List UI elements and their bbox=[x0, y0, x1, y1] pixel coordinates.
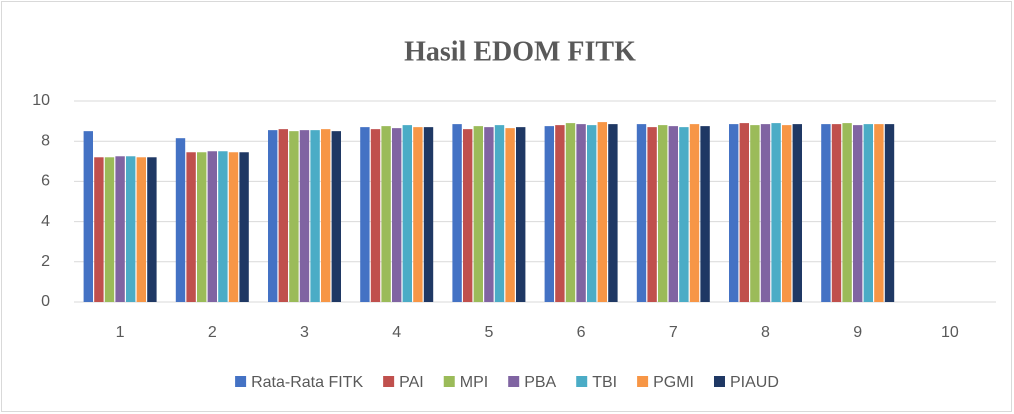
bar bbox=[647, 127, 657, 302]
bar bbox=[147, 157, 157, 302]
bar bbox=[771, 123, 781, 302]
bar bbox=[750, 125, 760, 303]
bar bbox=[239, 152, 249, 302]
legend-label: PAI bbox=[399, 374, 424, 391]
bar bbox=[289, 131, 299, 302]
x-tick-label: 8 bbox=[761, 324, 770, 341]
bar bbox=[104, 157, 115, 302]
bar bbox=[463, 129, 473, 302]
y-tick-label: 2 bbox=[41, 253, 50, 270]
bar bbox=[576, 124, 586, 303]
legend-label: Rata-Rata FITK bbox=[251, 374, 363, 391]
bar bbox=[321, 129, 331, 302]
legend-label: PGMI bbox=[653, 374, 694, 391]
bar bbox=[608, 124, 618, 303]
bar bbox=[268, 130, 278, 302]
bar bbox=[126, 156, 136, 302]
bar bbox=[402, 125, 412, 303]
bar bbox=[597, 122, 607, 302]
bar bbox=[278, 129, 288, 302]
legend-swatch bbox=[576, 376, 588, 387]
bar bbox=[310, 130, 320, 302]
x-tick-label: 7 bbox=[669, 324, 678, 341]
bar bbox=[115, 156, 125, 302]
bar bbox=[668, 126, 678, 302]
legend-swatch bbox=[637, 376, 649, 387]
legend-label: TBI bbox=[592, 374, 617, 391]
bar bbox=[473, 126, 483, 302]
bar bbox=[331, 131, 341, 302]
y-tick-label: 8 bbox=[41, 132, 50, 149]
bar bbox=[782, 125, 792, 303]
bar bbox=[207, 151, 217, 302]
bar bbox=[423, 127, 434, 302]
bar bbox=[739, 123, 749, 302]
bar bbox=[175, 138, 186, 302]
bar bbox=[555, 125, 565, 303]
x-tick-label: 6 bbox=[577, 324, 586, 341]
legend-label: PBA bbox=[524, 374, 556, 391]
bar bbox=[679, 127, 689, 302]
bar bbox=[874, 124, 884, 303]
legend-swatch bbox=[443, 376, 455, 387]
legend-swatch bbox=[508, 376, 520, 387]
bar bbox=[505, 128, 515, 302]
x-tick-label: 1 bbox=[116, 324, 125, 341]
bar bbox=[853, 125, 863, 303]
legend-swatch bbox=[383, 376, 395, 387]
bar bbox=[413, 127, 423, 302]
legend-label: PIAUD bbox=[730, 374, 779, 391]
bar bbox=[83, 131, 93, 302]
bar bbox=[392, 128, 402, 302]
bar bbox=[792, 124, 802, 303]
bar bbox=[370, 129, 381, 302]
y-tick-label: 10 bbox=[32, 92, 50, 109]
bar bbox=[516, 127, 526, 302]
bar bbox=[494, 125, 505, 303]
bar bbox=[831, 124, 842, 303]
chart-title: Hasil EDOM FITK bbox=[404, 36, 636, 67]
bar bbox=[228, 152, 239, 302]
x-tick-label: 2 bbox=[208, 324, 217, 341]
legend-swatch bbox=[235, 376, 247, 387]
bar bbox=[658, 125, 668, 303]
bar bbox=[760, 124, 771, 303]
bar bbox=[863, 124, 873, 303]
bar bbox=[360, 127, 370, 302]
bar bbox=[299, 130, 310, 302]
x-tick-label: 5 bbox=[484, 324, 493, 341]
y-tick-label: 0 bbox=[41, 293, 50, 310]
y-tick-label: 6 bbox=[41, 173, 50, 190]
bar bbox=[197, 152, 207, 302]
legend-label: MPI bbox=[460, 374, 488, 391]
x-tick-label: 4 bbox=[392, 324, 401, 341]
x-tick-label: 3 bbox=[300, 324, 309, 341]
bar bbox=[381, 126, 391, 302]
bar bbox=[544, 126, 554, 302]
bar bbox=[842, 123, 852, 302]
bar bbox=[587, 125, 597, 303]
bar bbox=[884, 124, 895, 303]
x-tick-label: 9 bbox=[853, 324, 862, 341]
bar bbox=[565, 123, 576, 302]
bar bbox=[821, 124, 831, 303]
bar bbox=[484, 127, 494, 302]
bar bbox=[729, 124, 739, 303]
bar bbox=[186, 152, 196, 302]
bar bbox=[636, 124, 647, 303]
bar bbox=[452, 124, 462, 303]
bar bbox=[94, 157, 104, 302]
bar bbox=[136, 157, 146, 302]
legend-swatch bbox=[713, 376, 725, 387]
y-tick-label: 4 bbox=[41, 213, 50, 230]
bar bbox=[700, 126, 710, 302]
bar bbox=[689, 124, 700, 303]
x-tick-label: 10 bbox=[941, 324, 959, 341]
bar bbox=[218, 151, 228, 302]
